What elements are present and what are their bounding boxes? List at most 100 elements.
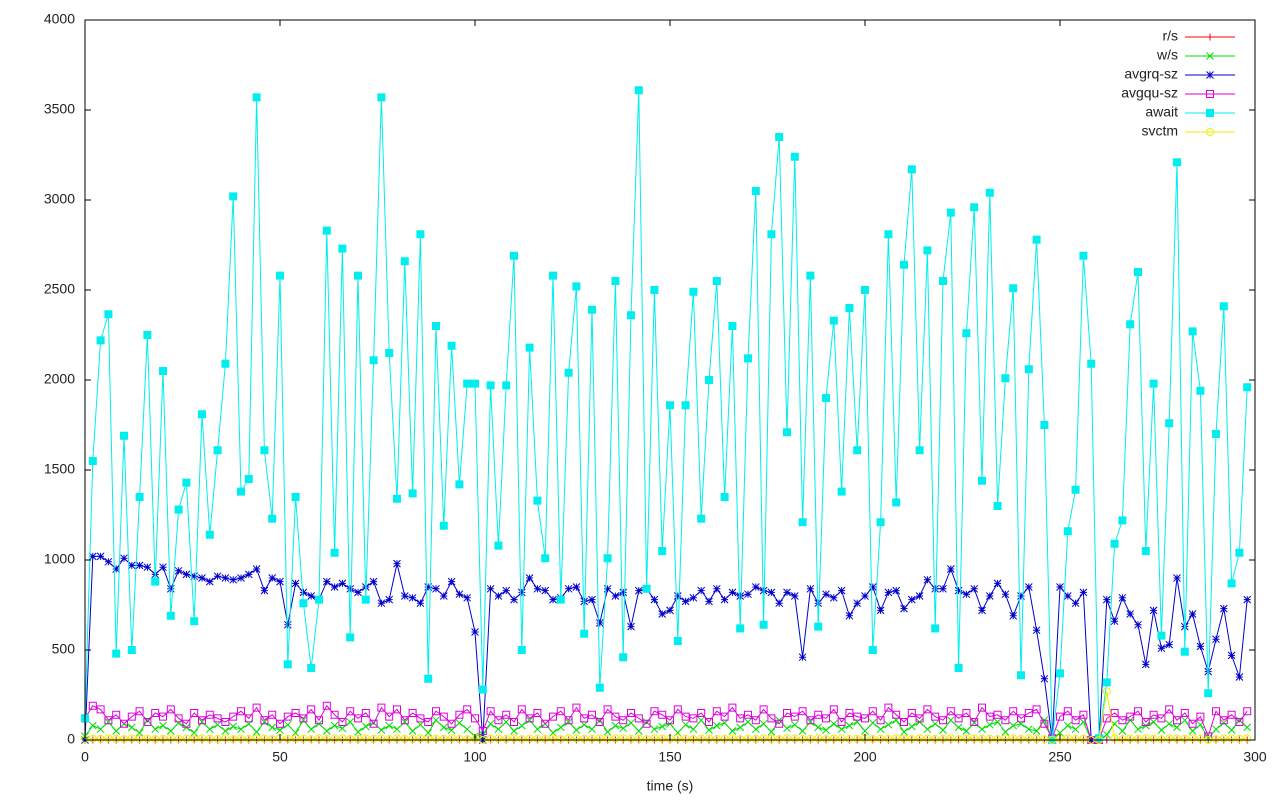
data-point xyxy=(1024,583,1033,591)
data-point xyxy=(666,606,674,615)
data-point xyxy=(798,734,807,743)
data-point xyxy=(416,734,425,743)
data-point xyxy=(369,577,378,586)
data-point xyxy=(923,575,932,584)
data-point xyxy=(814,622,823,631)
data-point xyxy=(1063,721,1072,730)
data-point xyxy=(806,271,815,280)
data-point xyxy=(837,725,846,734)
data-point xyxy=(1079,588,1088,597)
data-point xyxy=(1079,710,1088,719)
data-point xyxy=(658,734,667,743)
data-point xyxy=(697,586,706,595)
data-point xyxy=(704,734,714,743)
data-point xyxy=(619,588,628,597)
data-point xyxy=(970,203,979,212)
data-point xyxy=(1032,705,1041,714)
data-point xyxy=(892,710,901,719)
data-point xyxy=(689,714,698,723)
data-point xyxy=(338,734,347,743)
data-point xyxy=(268,574,277,582)
data-point xyxy=(455,480,464,489)
data-point xyxy=(369,734,378,743)
plot-area xyxy=(80,86,1252,744)
data-point xyxy=(611,712,620,721)
data-point xyxy=(159,563,167,572)
data-point xyxy=(541,734,550,743)
data-point xyxy=(1126,712,1135,721)
data-point xyxy=(588,595,596,604)
data-point xyxy=(494,592,503,600)
data-point xyxy=(361,722,370,731)
data-point xyxy=(1110,734,1119,743)
data-point xyxy=(744,710,752,719)
data-point xyxy=(775,735,784,744)
data-point xyxy=(400,257,409,266)
data-point xyxy=(860,734,870,743)
data-point xyxy=(892,734,901,743)
y-tick-label: 3500 xyxy=(44,101,75,117)
data-point xyxy=(166,734,175,743)
data-point xyxy=(322,577,331,586)
data-point xyxy=(314,734,324,743)
data-point xyxy=(775,599,784,608)
data-point xyxy=(712,277,721,285)
data-point xyxy=(299,716,308,725)
data-point xyxy=(822,394,830,402)
data-point xyxy=(533,496,542,505)
data-point xyxy=(408,727,417,735)
data-point xyxy=(744,354,752,363)
data-point xyxy=(1071,716,1080,725)
legend-marker xyxy=(1206,90,1214,98)
data-point xyxy=(603,735,612,744)
data-point xyxy=(876,725,885,734)
data-point xyxy=(915,592,924,600)
data-point xyxy=(689,735,698,744)
data-point xyxy=(1227,734,1236,743)
data-point xyxy=(151,577,160,586)
data-point xyxy=(244,734,253,743)
legend-marker xyxy=(1206,33,1214,41)
data-point xyxy=(424,583,433,591)
data-point xyxy=(127,646,136,654)
data-point xyxy=(549,595,557,604)
data-point xyxy=(416,714,425,723)
data-point xyxy=(782,734,792,743)
data-point xyxy=(705,726,713,734)
data-point xyxy=(1110,709,1119,717)
data-point xyxy=(268,735,277,744)
data-point xyxy=(260,586,269,595)
data-point xyxy=(556,723,565,732)
data-point xyxy=(104,716,113,725)
data-point xyxy=(229,575,238,584)
data-point xyxy=(681,720,690,729)
data-point xyxy=(923,725,932,734)
data-point xyxy=(1243,707,1252,716)
data-point xyxy=(689,287,698,296)
data-point xyxy=(868,707,877,716)
data-point xyxy=(946,565,955,573)
data-point xyxy=(673,734,682,743)
data-point xyxy=(517,588,526,597)
data-point xyxy=(400,734,409,743)
data-point xyxy=(736,723,745,732)
data-point xyxy=(1063,592,1072,600)
data-point xyxy=(759,620,768,629)
data-point xyxy=(673,705,682,714)
data-point xyxy=(619,653,628,662)
data-point xyxy=(463,725,472,734)
data-point xyxy=(595,718,604,726)
data-point xyxy=(962,329,971,338)
data-point xyxy=(658,610,667,618)
data-point xyxy=(439,723,448,732)
data-point xyxy=(595,683,604,692)
data-point xyxy=(923,246,932,255)
data-point xyxy=(1063,734,1072,743)
data-point xyxy=(1126,734,1135,743)
data-point xyxy=(728,703,737,712)
data-point xyxy=(907,709,916,717)
data-point xyxy=(993,502,1002,510)
data-point xyxy=(1188,734,1197,743)
data-point xyxy=(689,725,698,734)
